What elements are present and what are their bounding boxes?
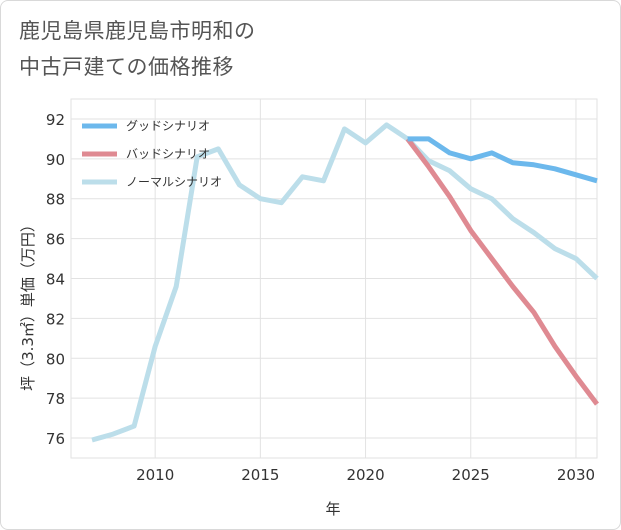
y-tick-label: 80: [46, 350, 65, 368]
y-tick-label: 86: [46, 231, 65, 249]
series-group: [91, 122, 599, 443]
y-tick-label: 84: [46, 271, 65, 289]
chart-title: 鹿児島県鹿児島市明和の 中古戸建ての価格推移: [19, 13, 579, 85]
y-tick-label: 90: [46, 151, 65, 169]
y-tick-label: 78: [46, 390, 65, 408]
legend-label: ノーマルシナリオ: [126, 175, 222, 189]
x-tick-label: 2020: [346, 466, 384, 484]
chart-title-line2: 中古戸建ての価格推移: [19, 55, 234, 79]
x-tick-label: 2015: [241, 466, 279, 484]
x-tick-label: 2030: [557, 466, 595, 484]
series-line-normal: [91, 122, 599, 443]
x-tick-label: 2025: [452, 466, 490, 484]
grid: [71, 99, 597, 458]
y-tick-label: 82: [46, 310, 65, 328]
y-tick-label: 76: [46, 430, 65, 448]
tick-labels: 76 78 80 82 84 86 88 90 92 2010 2015 2020 2025 2030: [46, 111, 595, 484]
x-axis-label: 年: [325, 500, 340, 518]
y-axis-label: 坪（3.3㎡）単価（万円）: [19, 217, 37, 391]
legend-label: グッドシナリオ: [126, 119, 210, 133]
series-line-good: [407, 136, 598, 184]
chart-title-line1: 鹿児島県鹿児島市明和の: [19, 19, 256, 43]
legend-label: バッドシナリオ: [126, 147, 210, 161]
y-tick-label: 88: [46, 191, 65, 209]
y-tick-label: 92: [46, 111, 65, 129]
x-tick-label: 2010: [136, 466, 174, 484]
series-line-bad: [405, 137, 599, 406]
